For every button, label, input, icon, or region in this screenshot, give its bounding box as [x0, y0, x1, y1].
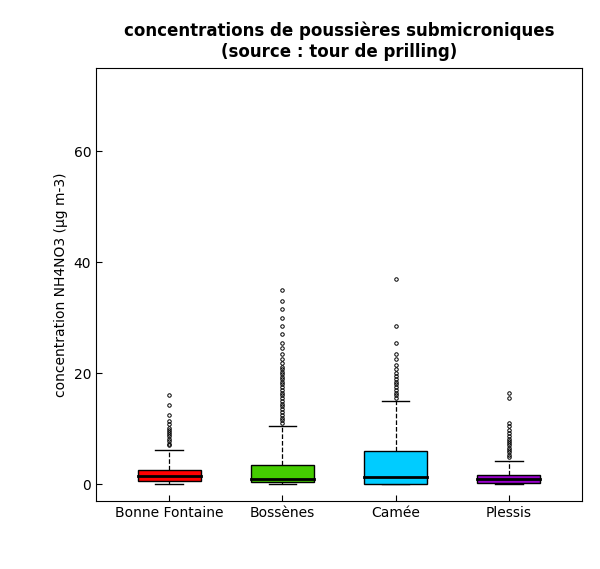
Title: concentrations de poussières submicroniques
(source : tour de prilling): concentrations de poussières submicroniq…	[124, 22, 554, 61]
Bar	[364, 451, 427, 484]
Y-axis label: concentration NH4NO3 (µg m-3): concentration NH4NO3 (µg m-3)	[54, 172, 68, 397]
Bar	[139, 470, 200, 481]
Bar	[478, 475, 539, 483]
Bar	[251, 465, 314, 483]
